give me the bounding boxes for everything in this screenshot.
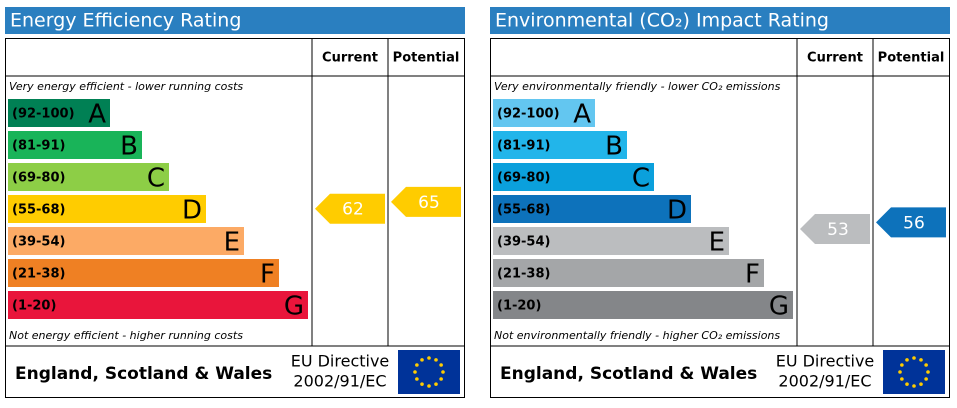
panel-title: Energy Efficiency Rating bbox=[10, 10, 241, 32]
eu-star bbox=[900, 363, 904, 367]
rating-band bbox=[493, 259, 764, 287]
rating-band bbox=[493, 195, 691, 223]
band-range: (21-38) bbox=[12, 267, 65, 282]
column-header: Potential bbox=[393, 51, 460, 66]
rating-band bbox=[493, 227, 729, 255]
band-range: (69-80) bbox=[12, 171, 65, 186]
rating-band bbox=[8, 195, 206, 223]
band-range: (55-68) bbox=[497, 203, 550, 218]
band-letter: D bbox=[182, 196, 202, 226]
eu-star bbox=[441, 370, 445, 374]
band-letter: C bbox=[147, 164, 165, 194]
eu-star bbox=[434, 358, 438, 362]
footer-directive: EU Directive bbox=[776, 352, 875, 371]
rating-band bbox=[8, 227, 244, 255]
eu-star bbox=[415, 377, 419, 381]
band-letter: E bbox=[224, 228, 240, 258]
band-range: (39-54) bbox=[12, 235, 65, 250]
footer-directive: 2002/91/EC bbox=[778, 372, 871, 391]
band-letter: G bbox=[769, 292, 789, 322]
band-range: (81-91) bbox=[12, 139, 65, 154]
band-range: (39-54) bbox=[497, 235, 550, 250]
rating-band bbox=[493, 163, 654, 191]
top-note: Very energy efficient - lower running co… bbox=[9, 80, 243, 93]
rating-value: 62 bbox=[342, 200, 364, 220]
epc-panel: Energy Efficiency Rating Current Potential… bbox=[5, 7, 465, 398]
eu-star bbox=[415, 363, 419, 367]
band-letter: B bbox=[120, 132, 138, 162]
footer-directive: 2002/91/EC bbox=[293, 372, 386, 391]
top-note: Very environmentally friendly - lower CO… bbox=[494, 80, 781, 93]
band-range: (92-100) bbox=[497, 107, 560, 122]
rating-arrow bbox=[391, 186, 461, 217]
column-header: Current bbox=[322, 51, 378, 66]
eu-star bbox=[900, 377, 904, 381]
rating-band bbox=[493, 99, 595, 127]
rating-band bbox=[493, 131, 627, 159]
eu-star bbox=[912, 384, 916, 388]
rating-arrow bbox=[315, 193, 385, 224]
band-letter: C bbox=[632, 164, 650, 194]
title-bar bbox=[5, 7, 465, 34]
band-range: (81-91) bbox=[497, 139, 550, 154]
rating-value: 53 bbox=[827, 220, 849, 240]
eu-star bbox=[413, 370, 417, 374]
band-letter: G bbox=[284, 292, 304, 322]
band-range: (55-68) bbox=[12, 203, 65, 218]
eu-star bbox=[905, 382, 909, 386]
eu-star bbox=[924, 377, 928, 381]
eu-star bbox=[924, 363, 928, 367]
eu-star bbox=[898, 370, 902, 374]
rating-band bbox=[8, 163, 169, 191]
column-header: Potential bbox=[878, 51, 945, 66]
band-letter: F bbox=[745, 260, 760, 290]
eu-star bbox=[434, 382, 438, 386]
eu-star bbox=[905, 358, 909, 362]
band-letter: D bbox=[667, 196, 687, 226]
eu-star bbox=[926, 370, 930, 374]
band-range: (21-38) bbox=[497, 267, 550, 282]
band-range: (1-20) bbox=[497, 299, 541, 314]
rating-arrow bbox=[800, 214, 870, 244]
eu-star bbox=[420, 382, 424, 386]
panel-border bbox=[490, 38, 950, 398]
epc-panel: Environmental (CO₂) Impact Rating Current… bbox=[490, 7, 950, 398]
eu-star bbox=[919, 382, 923, 386]
bottom-note: Not energy efficient - higher running co… bbox=[9, 329, 243, 342]
eu-star bbox=[439, 377, 443, 381]
panel-title: Environmental (CO₂) Impact Rating bbox=[495, 10, 829, 32]
band-letter: B bbox=[605, 132, 623, 162]
title-bar bbox=[490, 7, 950, 34]
band-letter: E bbox=[709, 228, 725, 258]
rating-arrow bbox=[876, 207, 946, 238]
band-range: (1-20) bbox=[12, 299, 56, 314]
eu-star bbox=[439, 363, 443, 367]
eu-star bbox=[919, 358, 923, 362]
eu-star bbox=[912, 356, 916, 360]
rating-band bbox=[493, 291, 793, 319]
footer-region: England, Scotland & Wales bbox=[15, 364, 272, 384]
eu-star bbox=[427, 356, 431, 360]
band-letter: A bbox=[573, 100, 591, 130]
rating-value: 65 bbox=[418, 193, 440, 213]
band-range: (92-100) bbox=[12, 107, 75, 122]
band-letter: F bbox=[260, 260, 275, 290]
eu-star bbox=[427, 384, 431, 388]
band-range: (69-80) bbox=[497, 171, 550, 186]
eu-star bbox=[420, 358, 424, 362]
rating-band bbox=[8, 99, 110, 127]
footer-region: England, Scotland & Wales bbox=[500, 364, 757, 384]
panel-border bbox=[5, 38, 465, 398]
column-header: Current bbox=[807, 51, 863, 66]
rating-band bbox=[8, 259, 279, 287]
footer-directive: EU Directive bbox=[291, 352, 390, 371]
bottom-note: Not environmentally friendly - higher CO… bbox=[494, 329, 780, 342]
rating-band bbox=[8, 291, 308, 319]
band-letter: A bbox=[88, 100, 106, 130]
rating-band bbox=[8, 131, 142, 159]
rating-value: 56 bbox=[903, 213, 925, 233]
